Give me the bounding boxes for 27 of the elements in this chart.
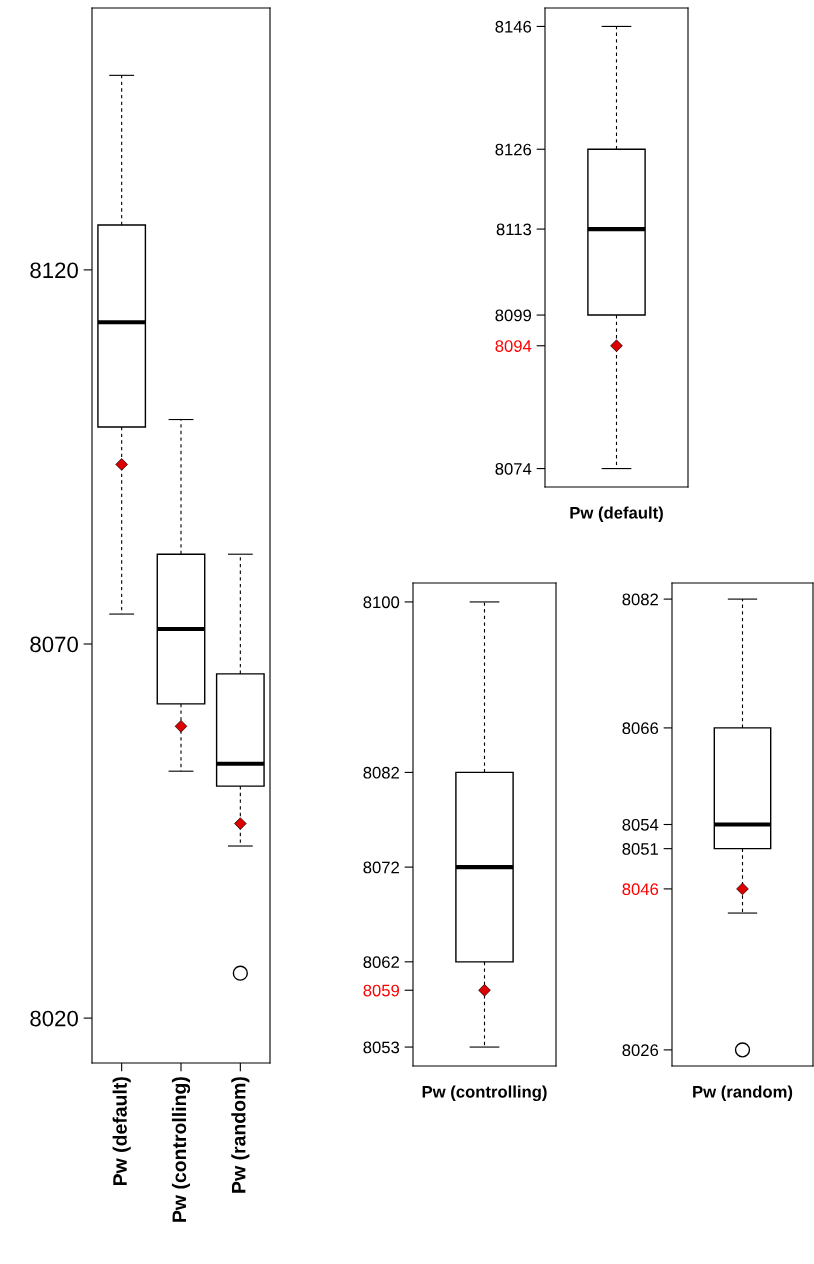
y-tick-label: 8066 <box>622 722 659 735</box>
y-tick-label: 8094 <box>495 340 532 352</box>
x-tick-label: Pw (random) <box>693 1085 793 1101</box>
x-tick-label: Pw (random) <box>231 1077 250 1193</box>
y-tick-label: 8053 <box>363 1041 400 1054</box>
y-tick-label: 8082 <box>622 593 658 606</box>
y-tick-label: 8120 <box>30 262 78 279</box>
x-tick-label: Pw (default) <box>570 506 663 522</box>
y-tick-label: 8074 <box>495 462 532 475</box>
y-tick-label: 8072 <box>363 861 399 874</box>
y-tick-label: 8126 <box>495 143 532 156</box>
y-tick-label: 8062 <box>363 956 399 969</box>
x-tick-label: Pw (controlling) <box>171 1077 191 1222</box>
y-tick-label: 8054 <box>622 818 659 831</box>
y-tick-label: 8082 <box>363 766 399 779</box>
y-tick-label: 8070 <box>30 636 78 653</box>
y-tick-label: 8059 <box>363 984 400 997</box>
y-tick-label: 8051 <box>622 843 658 855</box>
y-tick-label: 8099 <box>495 309 532 322</box>
y-tick-label: 8100 <box>363 596 400 609</box>
x-tick-label: Pw (default) <box>112 1077 131 1186</box>
y-tick-label: 8046 <box>622 883 659 896</box>
y-tick-label: 8146 <box>495 20 532 33</box>
y-tick-label: 8113 <box>496 223 532 236</box>
y-tick-label: 8020 <box>30 1010 78 1027</box>
y-tick-label: 8026 <box>622 1044 659 1057</box>
x-tick-label: Pw (controlling) <box>422 1085 547 1102</box>
